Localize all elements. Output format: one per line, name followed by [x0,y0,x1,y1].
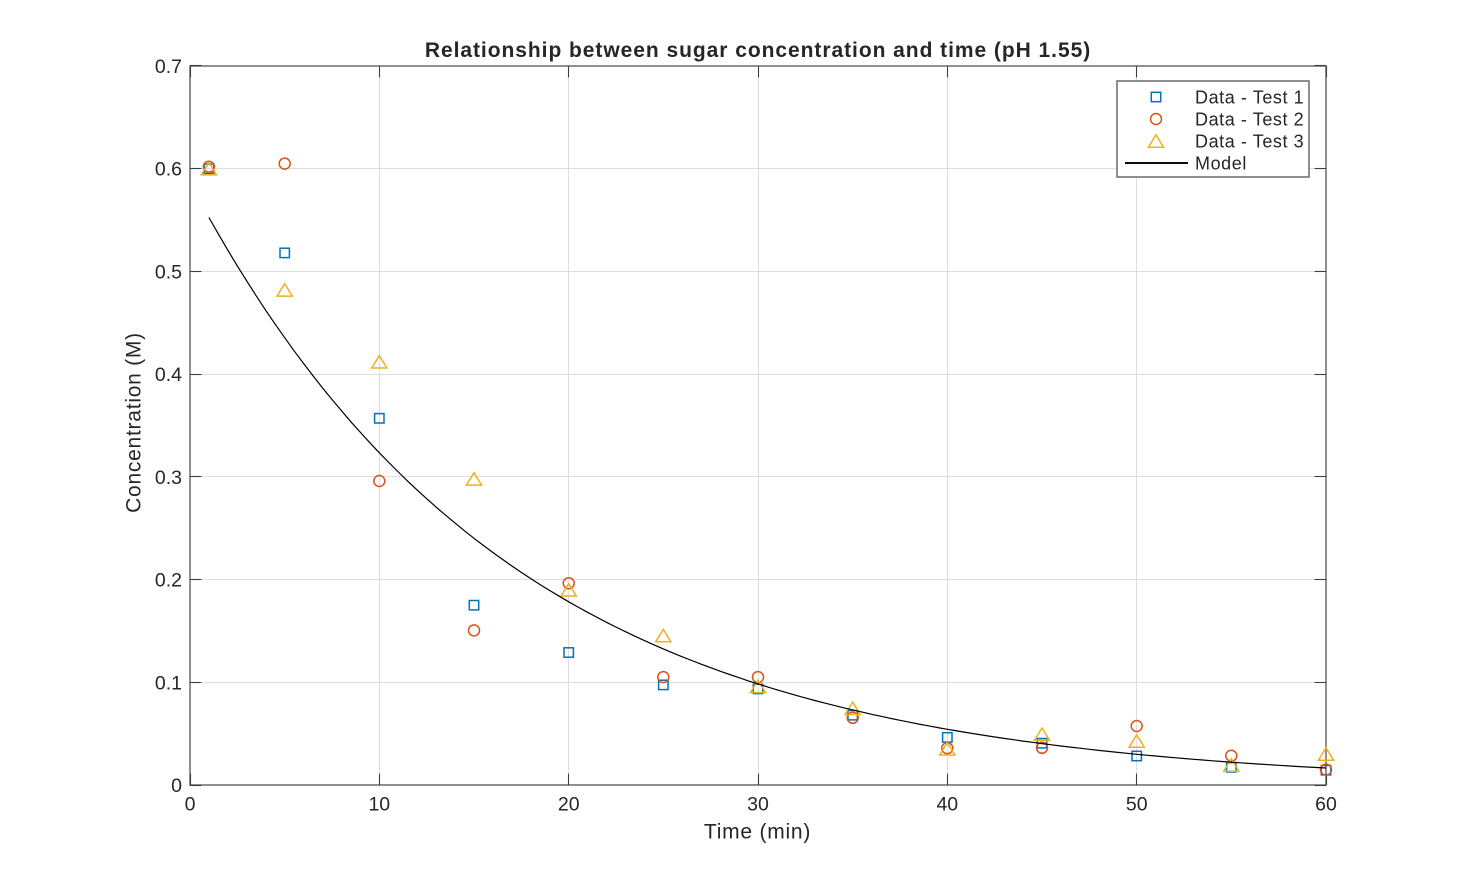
svg-text:60: 60 [1315,794,1337,816]
svg-text:0.3: 0.3 [155,467,182,489]
svg-text:40: 40 [936,794,958,816]
svg-text:Time (min): Time (min) [704,820,811,843]
svg-text:0.6: 0.6 [155,159,182,181]
svg-text:Concentration (M): Concentration (M) [122,332,145,513]
svg-text:Data - Test 3: Data - Test 3 [1195,132,1304,152]
svg-text:Relationship between sugar con: Relationship between sugar concentration… [425,39,1091,62]
svg-text:Data - Test 2: Data - Test 2 [1195,110,1304,130]
svg-text:20: 20 [558,794,580,816]
svg-text:0.7: 0.7 [155,56,182,78]
svg-text:0.1: 0.1 [155,672,182,694]
svg-text:50: 50 [1126,794,1148,816]
svg-text:10: 10 [368,794,390,816]
svg-text:Model: Model [1195,154,1247,174]
svg-text:0.5: 0.5 [155,261,182,283]
svg-text:0.4: 0.4 [155,364,182,386]
svg-text:30: 30 [747,794,769,816]
svg-text:Data - Test 1: Data - Test 1 [1195,88,1304,108]
svg-text:0: 0 [171,775,182,797]
svg-text:0.2: 0.2 [155,570,182,592]
svg-text:0: 0 [185,794,196,816]
